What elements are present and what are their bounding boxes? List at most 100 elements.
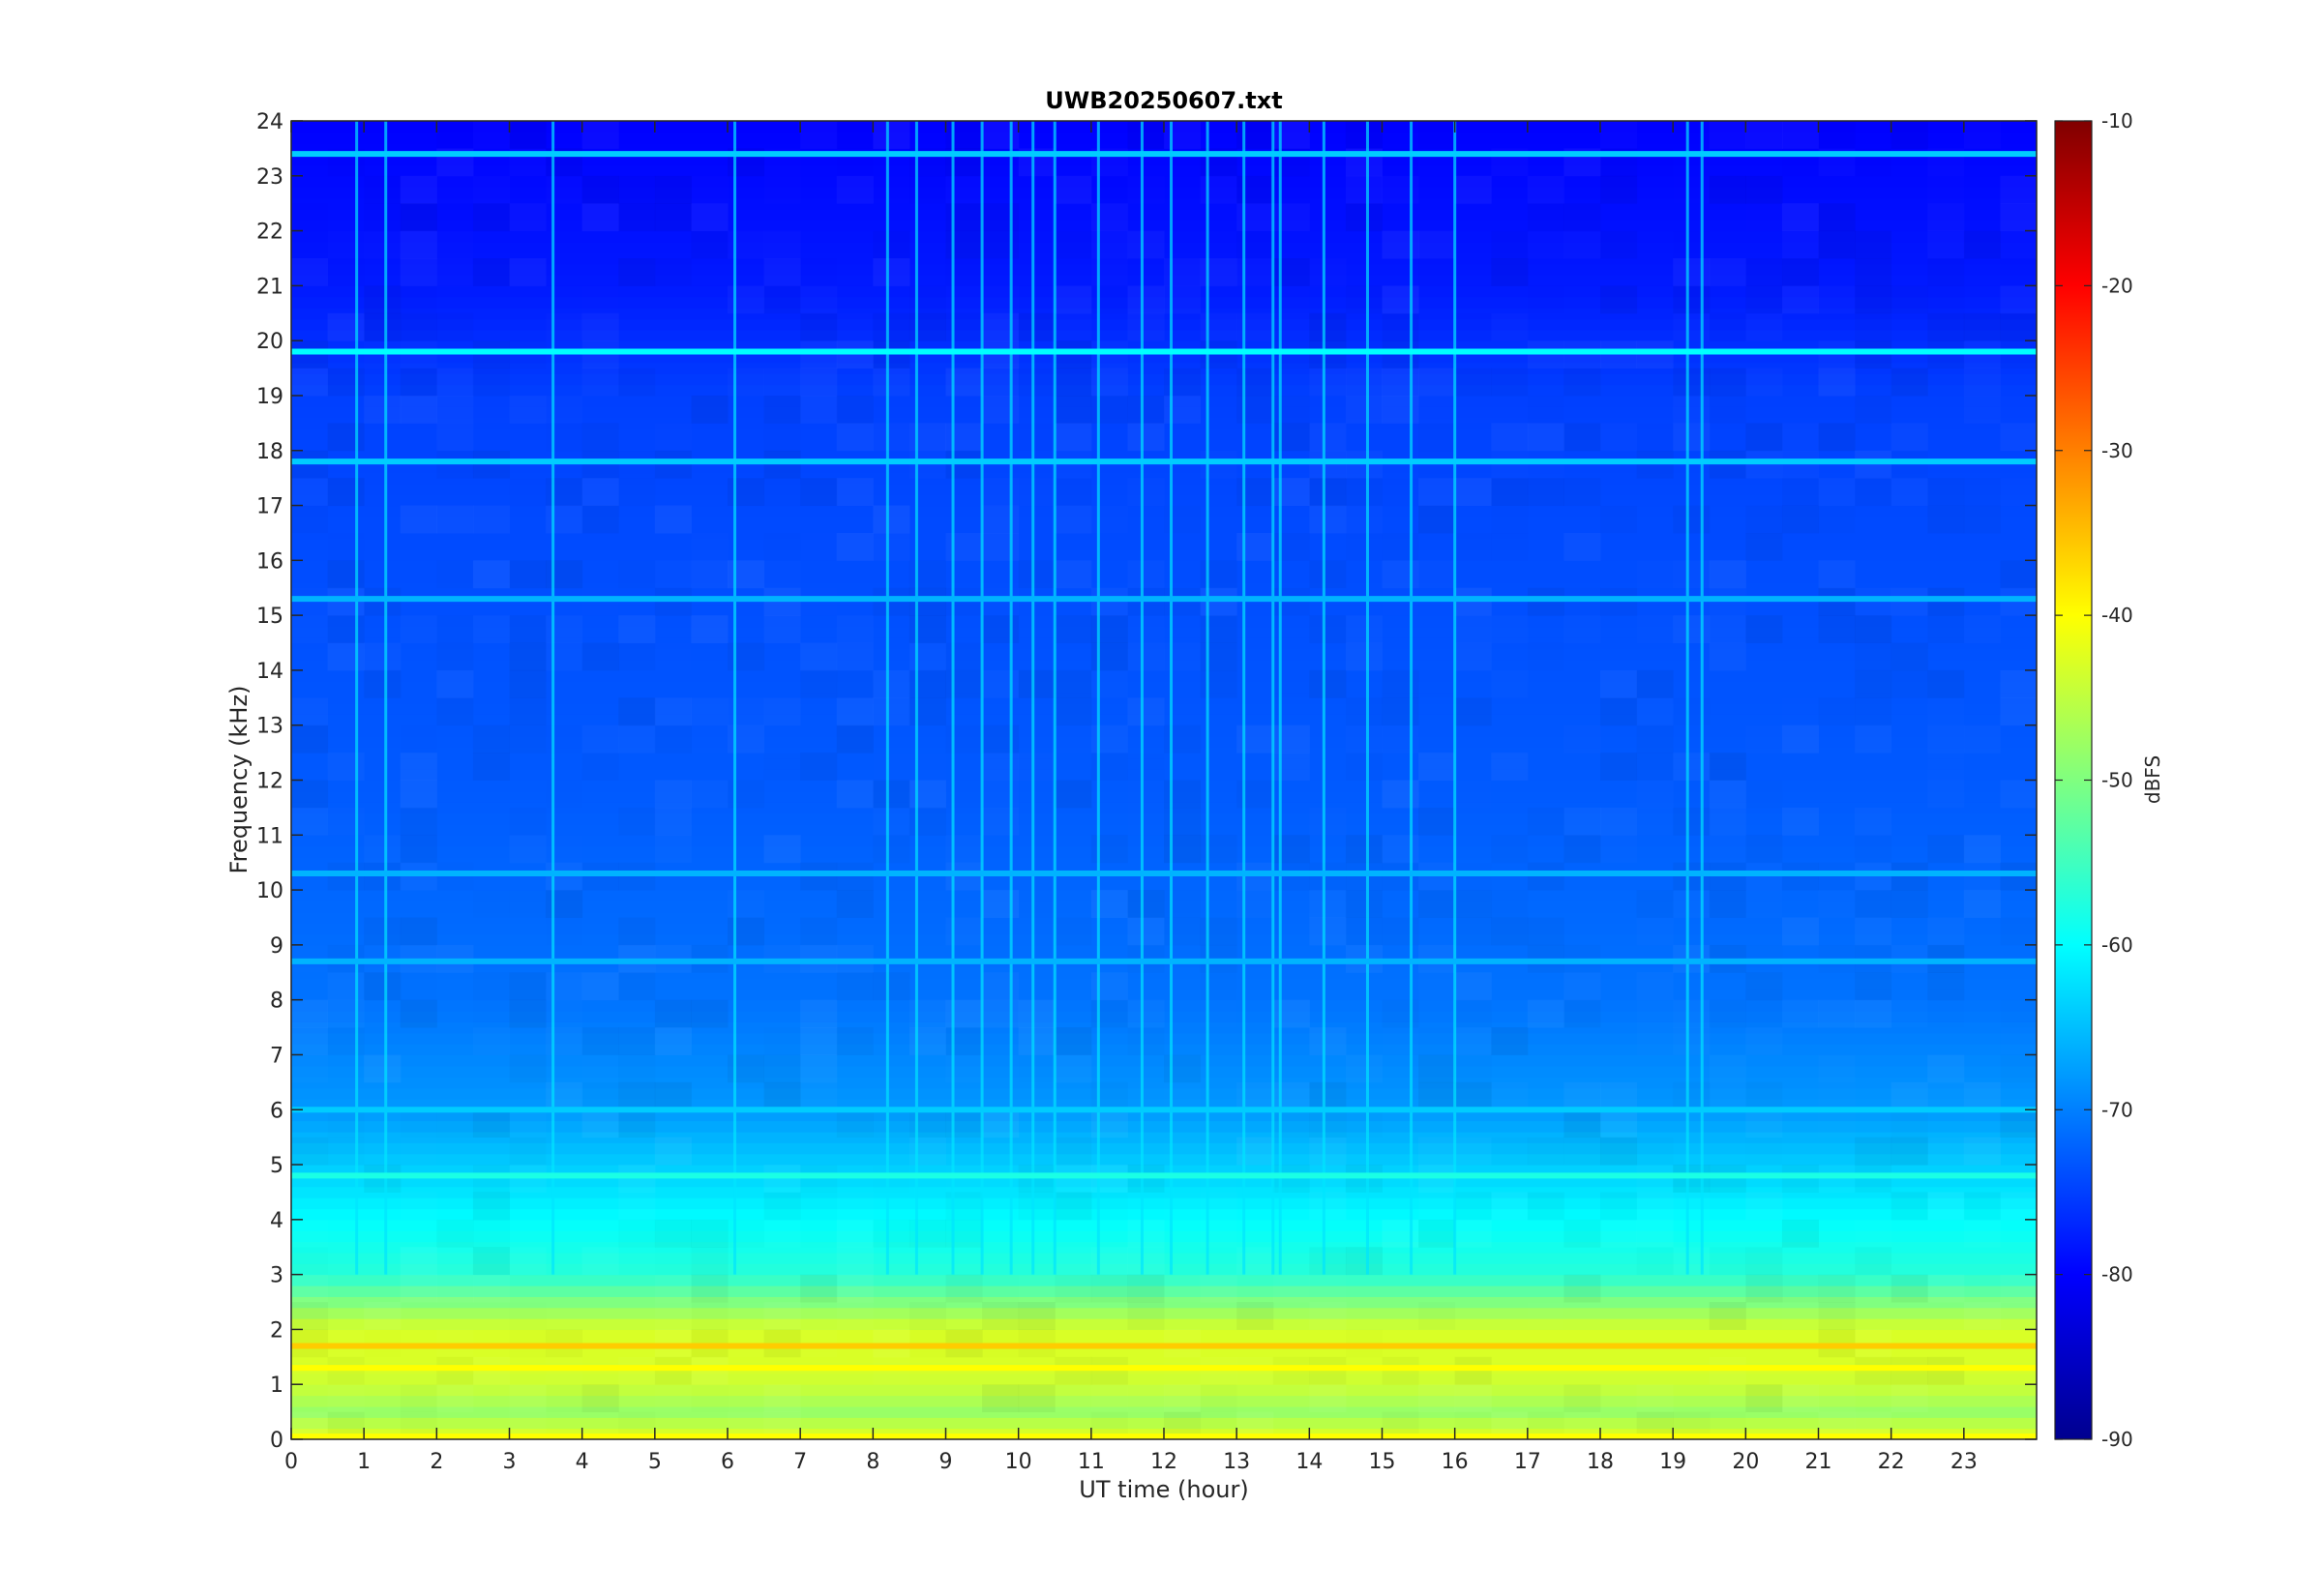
noise-cell [291,780,329,809]
noise-cell [1309,451,1346,479]
noise-cell [654,1081,692,1110]
background-band [291,538,2037,550]
x-tick-label: 16 [1442,1450,1469,1474]
noise-cell [1055,451,1091,479]
noise-cell [1819,285,1856,313]
noise-cell [655,533,692,561]
noise-cell [400,753,437,781]
noise-cell [401,478,437,506]
noise-cell [291,999,329,1028]
noise-cell [1418,369,1455,397]
noise-cell [945,450,983,479]
noise-cell [1236,396,1273,424]
background-band [291,505,2037,517]
noise-cell [510,808,547,836]
noise-cell [1127,890,1165,918]
noise-cell [1673,890,1710,918]
noise-cell [1418,753,1456,781]
noise-cell [1491,285,1528,313]
noise-cell [982,588,1019,616]
noise-cell [1563,423,1601,452]
noise-cell [582,1082,619,1110]
noise-cell [1418,423,1455,451]
background-band [291,911,2037,924]
noise-cell [982,312,1020,341]
noise-cell [1782,423,1819,451]
noise-cell [1309,312,1347,341]
noise-cell [654,450,692,479]
noise-cell [1236,231,1273,259]
noise-cell [1927,697,1964,725]
noise-cell [1927,972,1964,1000]
noise-cell [2000,258,2037,286]
background-band [291,164,2037,177]
background-band [291,527,2037,540]
background-band [291,384,2037,397]
noise-cell [1273,1357,1310,1385]
noise-cell [400,203,437,232]
noise-cell [946,781,983,809]
noise-cell [1455,615,1492,643]
x-tick-label: 0 [284,1450,298,1474]
noise-cell [691,697,728,725]
noise-cell [873,1220,909,1248]
noise-cell [1309,890,1346,918]
noise-cell [982,285,1019,313]
noise-cell [1927,725,1964,754]
noise-cell [1091,725,1128,754]
noise-cell [946,258,983,286]
noise-cell [1201,1357,1237,1385]
noise-cell [909,423,946,451]
noise-cell [546,890,583,918]
noise-cell [328,753,365,781]
noise-cell [873,1138,909,1166]
noise-cell [1563,615,1600,643]
noise-cell [1818,423,1856,452]
noise-cell [873,972,909,1000]
noise-cell [982,506,1019,534]
noise-cell [1127,396,1164,424]
background-band [291,439,2037,452]
background-band [291,417,2037,429]
noise-cell [1055,917,1091,945]
noise-cell [1600,1137,1638,1166]
noise-cell [1491,917,1528,945]
background-band [291,1054,2037,1067]
noise-cell [691,781,728,809]
noise-cell [1673,560,1710,588]
background-band [291,878,2037,891]
x-axis-label: UT time (hour) [1079,1476,1248,1503]
noise-cell [1345,835,1383,864]
noise-cell [982,1302,1019,1330]
background-band [291,329,2037,341]
background-band [291,296,2037,309]
noise-cell [2000,1109,2037,1138]
noise-cell [1055,175,1092,204]
noise-cell [327,642,365,671]
noise-cell [1418,1302,1455,1330]
noise-cell [582,506,619,534]
noise-cell [1964,369,2001,397]
noise-cell [1563,1138,1600,1166]
noise-cell [328,1384,365,1412]
noise-cell [1091,506,1128,534]
noise-cell [1890,862,1928,891]
background-band [291,857,2037,869]
noise-cell [1745,533,1782,561]
noise-cell [1673,697,1710,725]
noise-cell [1709,1302,1746,1330]
noise-cell [1455,917,1492,945]
noise-cell [1964,1109,2001,1138]
noise-cell [1127,176,1164,204]
noise-cell [1745,203,1782,231]
background-band [291,472,2037,485]
noise-cell [2000,231,2037,259]
noise-cell [1636,340,1674,369]
y-tick-label: 9 [270,934,283,959]
background-band [291,252,2037,265]
noise-cell [764,1220,801,1248]
noise-cell [1309,340,1347,369]
noise-cell [473,1357,510,1385]
noise-cell [1236,1357,1273,1385]
noise-cell [1091,972,1128,1000]
